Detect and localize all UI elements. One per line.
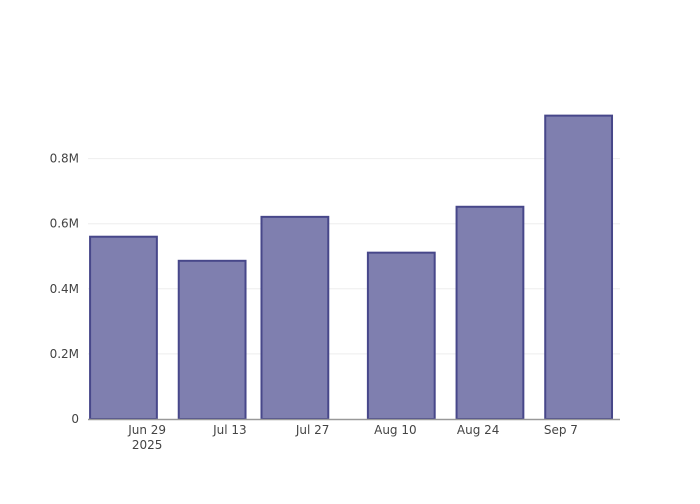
bar [260,215,330,420]
bar [89,235,158,420]
bar [366,251,436,420]
x-tick-sublabel: 2025 [132,438,163,452]
y-tick-label: 0.2M [50,347,79,361]
x-tick-label: Jul 27 [295,423,330,437]
x-tick-label: Aug 24 [457,423,500,437]
x-tick-label: Aug 10 [374,423,417,437]
y-tick-label: 0.8M [50,152,79,166]
y-tick-label: 0 [71,412,79,426]
x-tick-label: Jun 29 [127,423,166,437]
y-tick-label: 0.6M [50,217,79,231]
bar [177,259,247,420]
bar [455,205,525,420]
bar [544,114,614,421]
x-tick-label: Jul 13 [212,423,247,437]
x-tick-label: Sep 7 [544,423,578,437]
y-tick-label: 0.4M [50,282,79,296]
